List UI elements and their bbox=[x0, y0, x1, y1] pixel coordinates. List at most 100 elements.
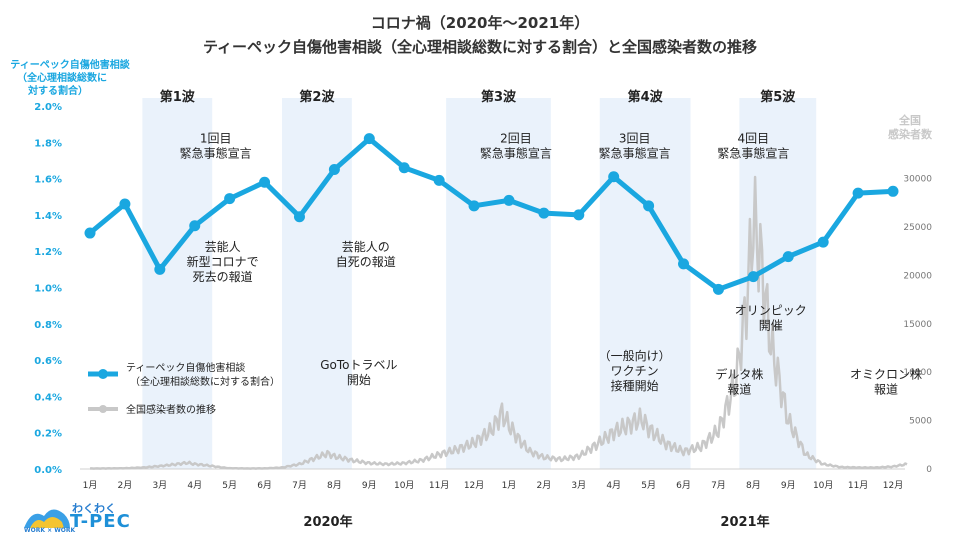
logo-sub-text: WORK × WORK bbox=[24, 527, 76, 534]
y-tick-label: 0.0% bbox=[34, 465, 62, 476]
y2-axis-ticks: 0 5000 10000 15000 20000 25000 30000 bbox=[903, 175, 932, 475]
legend-marker-series2 bbox=[99, 405, 107, 413]
y-axis-label: ティーペック自傷他害相談 （全心理相談総数に 対する割合） bbox=[10, 58, 130, 97]
y2-tick-label: 10000 bbox=[903, 368, 932, 378]
y-axis-ticks: 0.0% 0.2% 0.4% 0.6% 0.8% 1.0% 1.2% 1.4% 1.6% 1.8%… bbox=[34, 102, 62, 476]
wave-band-2 bbox=[282, 98, 352, 469]
x-tick-label: 2月 bbox=[118, 480, 133, 491]
wave-band-5 bbox=[739, 98, 817, 469]
annotation-text: オミクロン株 bbox=[850, 366, 922, 381]
legend-series1-line2: （全心理相談総数に対する割合） bbox=[130, 375, 280, 388]
consultation-series bbox=[84, 133, 899, 295]
wave-label-3: 第3波 bbox=[481, 89, 517, 105]
y-tick-label: 1.8% bbox=[34, 138, 62, 149]
legend-marker-series1 bbox=[98, 369, 108, 379]
consultation-point bbox=[678, 258, 690, 270]
x-tick-label: 1月 bbox=[502, 480, 517, 491]
x-tick-label: 4月 bbox=[187, 480, 202, 491]
consultation-point bbox=[433, 174, 445, 186]
annotation-text: 開催 bbox=[759, 319, 783, 333]
x-tick-label: 4月 bbox=[606, 480, 621, 491]
annotation-text: 報道 bbox=[874, 382, 898, 396]
x-tick-label: 7月 bbox=[711, 480, 726, 491]
annotation-text: 開始 bbox=[347, 373, 371, 387]
x-tick-label: 5月 bbox=[222, 480, 237, 491]
annotations: 1回目緊急事態宣言2回目緊急事態宣言3回目緊急事態宣言4回目緊急事態宣言芸能人新… bbox=[180, 131, 922, 396]
consultation-line bbox=[88, 136, 894, 292]
annotation-text: 新型コロナで bbox=[187, 254, 259, 269]
wave-band-1 bbox=[142, 98, 213, 469]
annotation-text: 2回目 bbox=[500, 131, 532, 145]
x-tick-label: 11月 bbox=[429, 480, 449, 491]
annotation-text: 死去の報道 bbox=[193, 270, 253, 284]
wave-bands bbox=[142, 98, 817, 469]
wave-labels: 第1波 第2波 第3波 第4波 第5波 bbox=[160, 89, 797, 105]
logo: わくわく T-PEC WORK × WORK bbox=[22, 500, 152, 536]
consultation-point bbox=[712, 283, 724, 295]
x-tick-label: 10月 bbox=[394, 480, 414, 491]
y2-tick-label: 5000 bbox=[909, 417, 932, 427]
annotation-text: 緊急事態宣言 bbox=[480, 145, 552, 160]
x-tick-label: 12月 bbox=[464, 480, 484, 491]
chart-title-line2: ティーペック自傷他害相談（全心理相談総数に対する割合）と全国感染者数の推移 bbox=[203, 38, 757, 56]
x-tick-label: 3月 bbox=[571, 480, 586, 491]
wave-band-3 bbox=[446, 98, 551, 469]
y-tick-label: 1.6% bbox=[34, 175, 62, 186]
x-tick-label: 11月 bbox=[848, 480, 868, 491]
y-tick-label: 2.0% bbox=[34, 102, 62, 113]
annotation-text: 1回目 bbox=[200, 131, 232, 145]
consultation-point bbox=[782, 251, 794, 263]
y-tick-label: 0.6% bbox=[34, 356, 62, 367]
annotation-text: 緊急事態宣言 bbox=[599, 145, 671, 160]
annotation-text: 緊急事態宣言 bbox=[180, 145, 252, 160]
y2-tick-label: 20000 bbox=[903, 271, 932, 281]
consultation-point bbox=[468, 200, 480, 212]
annotation-text: オリンピック bbox=[735, 304, 807, 318]
annotation-text: デルタ株 bbox=[715, 366, 763, 381]
y-tick-label: 0.4% bbox=[34, 392, 62, 403]
annotation-text: 3回目 bbox=[619, 131, 651, 145]
consultation-point bbox=[119, 198, 131, 210]
wave-label-1: 第1波 bbox=[160, 89, 196, 105]
x-tick-label: 3月 bbox=[152, 480, 167, 491]
infections-series bbox=[89, 175, 908, 470]
consultation-point bbox=[328, 164, 340, 176]
annotation-text: GoToトラベル bbox=[320, 358, 397, 372]
annotation-text: 4回目 bbox=[738, 131, 770, 145]
x-tick-label: 2月 bbox=[537, 480, 552, 491]
logo-top-text: わくわく bbox=[72, 502, 116, 515]
y-tick-label: 1.0% bbox=[34, 284, 62, 295]
x-tick-label: 8月 bbox=[327, 480, 342, 491]
annotation-text: 報道 bbox=[727, 382, 751, 396]
consultation-point bbox=[573, 209, 585, 221]
wave-label-5: 第5波 bbox=[760, 89, 796, 105]
y-tick-label: 1.2% bbox=[34, 247, 62, 258]
annotation-text: 接種開始 bbox=[611, 378, 659, 393]
consultation-point bbox=[398, 162, 410, 174]
consultation-point bbox=[608, 171, 620, 183]
annotation-text: ワクチン bbox=[611, 364, 659, 378]
x-axis-ticks: 1月 2月 3月 4月 5月 6月 7月 8月 9月 10月 11月 12月 1月 2月 3月 4月 5月 6月 7… bbox=[83, 480, 904, 491]
y-axis-label-line3: 対する割合） bbox=[27, 84, 88, 97]
consultation-point bbox=[887, 185, 899, 197]
y2-tick-label: 25000 bbox=[903, 223, 932, 233]
legend-series2: 全国感染者数の推移 bbox=[126, 403, 216, 416]
y2-tick-label: 0 bbox=[926, 465, 932, 475]
chart-title-line1: コロナ禍（2020年～2021年） bbox=[371, 14, 590, 32]
y-tick-label: 0.8% bbox=[34, 320, 62, 331]
y-axis-label-line1: ティーペック自傷他害相談 bbox=[10, 58, 130, 71]
x-tick-label: 9月 bbox=[362, 480, 377, 491]
y2-tick-label: 30000 bbox=[903, 175, 932, 185]
annotation-text: 芸能人の bbox=[342, 240, 390, 254]
y2-axis-label-line2: 感染者数 bbox=[888, 127, 933, 141]
wave-label-2: 第2波 bbox=[299, 89, 335, 105]
consultation-point bbox=[643, 200, 655, 212]
consultation-point bbox=[503, 194, 515, 206]
wave-label-4: 第4波 bbox=[628, 89, 664, 105]
consultation-point bbox=[817, 236, 829, 248]
x-tick-label: 9月 bbox=[781, 480, 796, 491]
logo-mark-icon bbox=[24, 509, 70, 528]
consultation-point bbox=[154, 263, 166, 275]
annotation-text: 緊急事態宣言 bbox=[717, 145, 789, 160]
